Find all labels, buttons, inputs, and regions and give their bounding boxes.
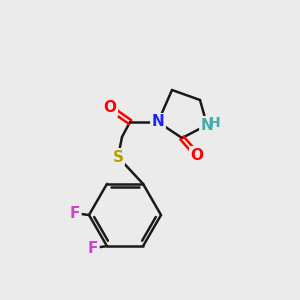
Text: O: O [190,148,203,163]
Text: S: S [112,149,124,164]
Text: N: N [201,118,213,133]
Text: F: F [88,241,98,256]
Text: H: H [209,116,221,130]
Text: N: N [152,115,164,130]
Text: F: F [70,206,80,220]
Text: O: O [103,100,116,116]
